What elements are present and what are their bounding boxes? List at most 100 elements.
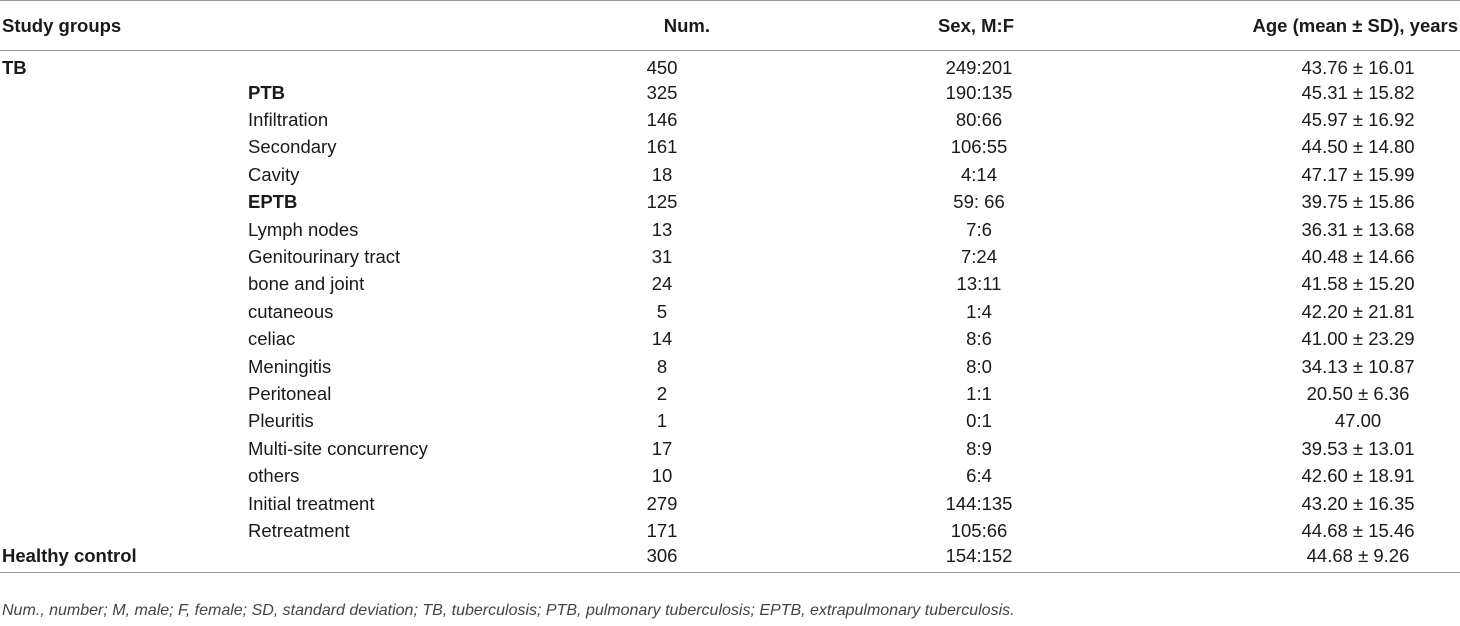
- row-sex-ratio: 249:201: [945, 57, 1013, 78]
- row-subgroup-label: Lymph nodes: [248, 218, 359, 240]
- row-num: 306: [646, 545, 678, 567]
- table-row: Cavity 18 4:14 47.17 ± 15.99: [0, 161, 1460, 188]
- row-num: 450: [646, 57, 678, 78]
- row-subgroup-label: cutaneous: [248, 300, 334, 322]
- row-group-label: TB: [2, 57, 27, 78]
- row-num: 161: [646, 136, 678, 158]
- row-subgroup-label: bone and joint: [248, 273, 365, 295]
- row-age: 44.68 ± 9.26: [1306, 545, 1410, 567]
- row-sex-ratio: 1:4: [966, 300, 992, 322]
- header-row: Study groups Num. Sex, M:F Age (mean ± S…: [0, 0, 1460, 51]
- row-num: 171: [646, 519, 678, 541]
- row-age: 39.53 ± 13.01: [1301, 437, 1415, 459]
- row-age: 44.50 ± 14.80: [1301, 136, 1415, 158]
- table-body: TB 450 249:201 43.76 ± 16.01 PTB 325 190…: [0, 51, 1460, 573]
- row-age: 44.68 ± 15.46: [1301, 519, 1415, 541]
- table-row: Healthy control 306 154:152 44.68 ± 9.26: [0, 545, 1460, 573]
- row-age: 47.17 ± 15.99: [1301, 163, 1415, 185]
- row-group-label: [0, 353, 238, 380]
- row-sex-ratio: 6:4: [966, 465, 992, 487]
- row-group-label: [0, 435, 238, 462]
- row-sex-ratio: 80:66: [955, 109, 1003, 131]
- row-subgroup-label: EPTB: [248, 191, 298, 213]
- table-row: Genitourinary tract 31 7:24 40.48 ± 14.6…: [0, 243, 1460, 270]
- row-sex-ratio: 105:66: [950, 519, 1008, 541]
- table-row: cutaneous 5 1:4 42.20 ± 21.81: [0, 298, 1460, 325]
- row-num: 24: [651, 273, 673, 295]
- row-age: 45.31 ± 15.82: [1301, 81, 1415, 103]
- row-sex-ratio: 154:152: [945, 545, 1013, 567]
- row-sex-ratio: 106:55: [950, 136, 1008, 158]
- row-subgroup-label: celiac: [248, 328, 296, 350]
- header-sex: Sex, M:F: [937, 14, 1015, 36]
- row-age: 39.75 ± 15.86: [1301, 191, 1415, 213]
- row-group-label: [0, 216, 238, 243]
- row-num: 5: [656, 300, 668, 322]
- row-age: 43.76 ± 16.01: [1301, 57, 1415, 78]
- row-num: 8: [656, 355, 668, 377]
- row-age: 34.13 ± 10.87: [1301, 355, 1415, 377]
- row-subgroup-label: Genitourinary tract: [248, 246, 401, 268]
- row-age: 43.20 ± 16.35: [1301, 492, 1415, 514]
- row-group-label: [0, 134, 238, 161]
- study-groups-table: Study groups Num. Sex, M:F Age (mean ± S…: [0, 0, 1460, 573]
- row-subgroup-label: Initial treatment: [248, 492, 375, 514]
- row-group-label: [0, 326, 238, 353]
- row-num: 1: [656, 410, 668, 432]
- row-num: 31: [651, 246, 673, 268]
- table-footnote: Num., number; M, male; F, female; SD, st…: [2, 602, 1015, 619]
- row-group-label: [0, 298, 238, 325]
- row-subgroup-label: others: [248, 465, 300, 487]
- row-sex-ratio: 4:14: [961, 163, 998, 185]
- row-subgroup-label: PTB: [248, 81, 285, 103]
- row-age: 20.50 ± 6.36: [1306, 382, 1410, 404]
- row-age: 36.31 ± 13.68: [1301, 218, 1415, 240]
- table-row: TB 450 249:201 43.76 ± 16.01: [0, 51, 1460, 80]
- row-num: 18: [651, 163, 673, 185]
- row-sex-ratio: 7:6: [966, 218, 992, 240]
- row-group-label: [0, 462, 238, 489]
- study-groups-table-container: Study groups Num. Sex, M:F Age (mean ± S…: [0, 0, 1460, 573]
- row-subgroup-label: [238, 545, 560, 572]
- table-row: EPTB 125 59: 66 39.75 ± 15.86: [0, 189, 1460, 216]
- table-row: Meningitis 8 8:0 34.13 ± 10.87: [0, 353, 1460, 380]
- table-header: Study groups Num. Sex, M:F Age (mean ± S…: [0, 0, 1460, 51]
- row-num: 325: [646, 81, 678, 103]
- row-num: 14: [651, 328, 673, 350]
- row-group-label: [0, 79, 238, 106]
- row-age: 47.00: [1334, 410, 1382, 432]
- row-group-label: [0, 161, 238, 188]
- row-sex-ratio: 8:0: [966, 355, 992, 377]
- row-num: 13: [651, 218, 673, 240]
- row-num: 10: [651, 465, 673, 487]
- table-row: bone and joint 24 13:11 41.58 ± 15.20: [0, 271, 1460, 298]
- row-subgroup-label: [238, 51, 560, 80]
- table-row: Secondary 161 106:55 44.50 ± 14.80: [0, 134, 1460, 161]
- row-num: 146: [646, 109, 678, 131]
- row-sex-ratio: 13:11: [956, 273, 1002, 295]
- table-row: Retreatment 171 105:66 44.68 ± 15.46: [0, 517, 1460, 544]
- row-group-label: Healthy control: [2, 545, 137, 567]
- row-num: 17: [651, 437, 673, 459]
- row-sex-ratio: 8:6: [966, 328, 992, 350]
- row-subgroup-label: Cavity: [248, 163, 300, 185]
- row-age: 41.00 ± 23.29: [1301, 328, 1415, 350]
- row-sex-ratio: 59: 66: [953, 191, 1005, 213]
- row-group-label: [0, 408, 238, 435]
- row-sex-ratio: 0:1: [966, 410, 992, 432]
- row-sex-ratio: 8:9: [966, 437, 992, 459]
- row-group-label: [0, 106, 238, 133]
- row-subgroup-label: Infiltration: [248, 109, 329, 131]
- table-row: Pleuritis 1 0:1 47.00: [0, 408, 1460, 435]
- row-sex-ratio: 190:135: [945, 81, 1013, 103]
- row-sex-ratio: 7:24: [961, 246, 998, 268]
- row-num: 125: [646, 191, 678, 213]
- row-group-label: [0, 243, 238, 270]
- row-sex-ratio: 144:135: [945, 492, 1013, 514]
- row-subgroup-label: Retreatment: [248, 519, 350, 541]
- row-age: 45.97 ± 16.92: [1301, 109, 1415, 131]
- row-age: 42.20 ± 21.81: [1301, 300, 1415, 322]
- row-age: 40.48 ± 14.66: [1301, 246, 1415, 268]
- row-subgroup-label: Meningitis: [248, 355, 332, 377]
- row-num: 2: [656, 382, 668, 404]
